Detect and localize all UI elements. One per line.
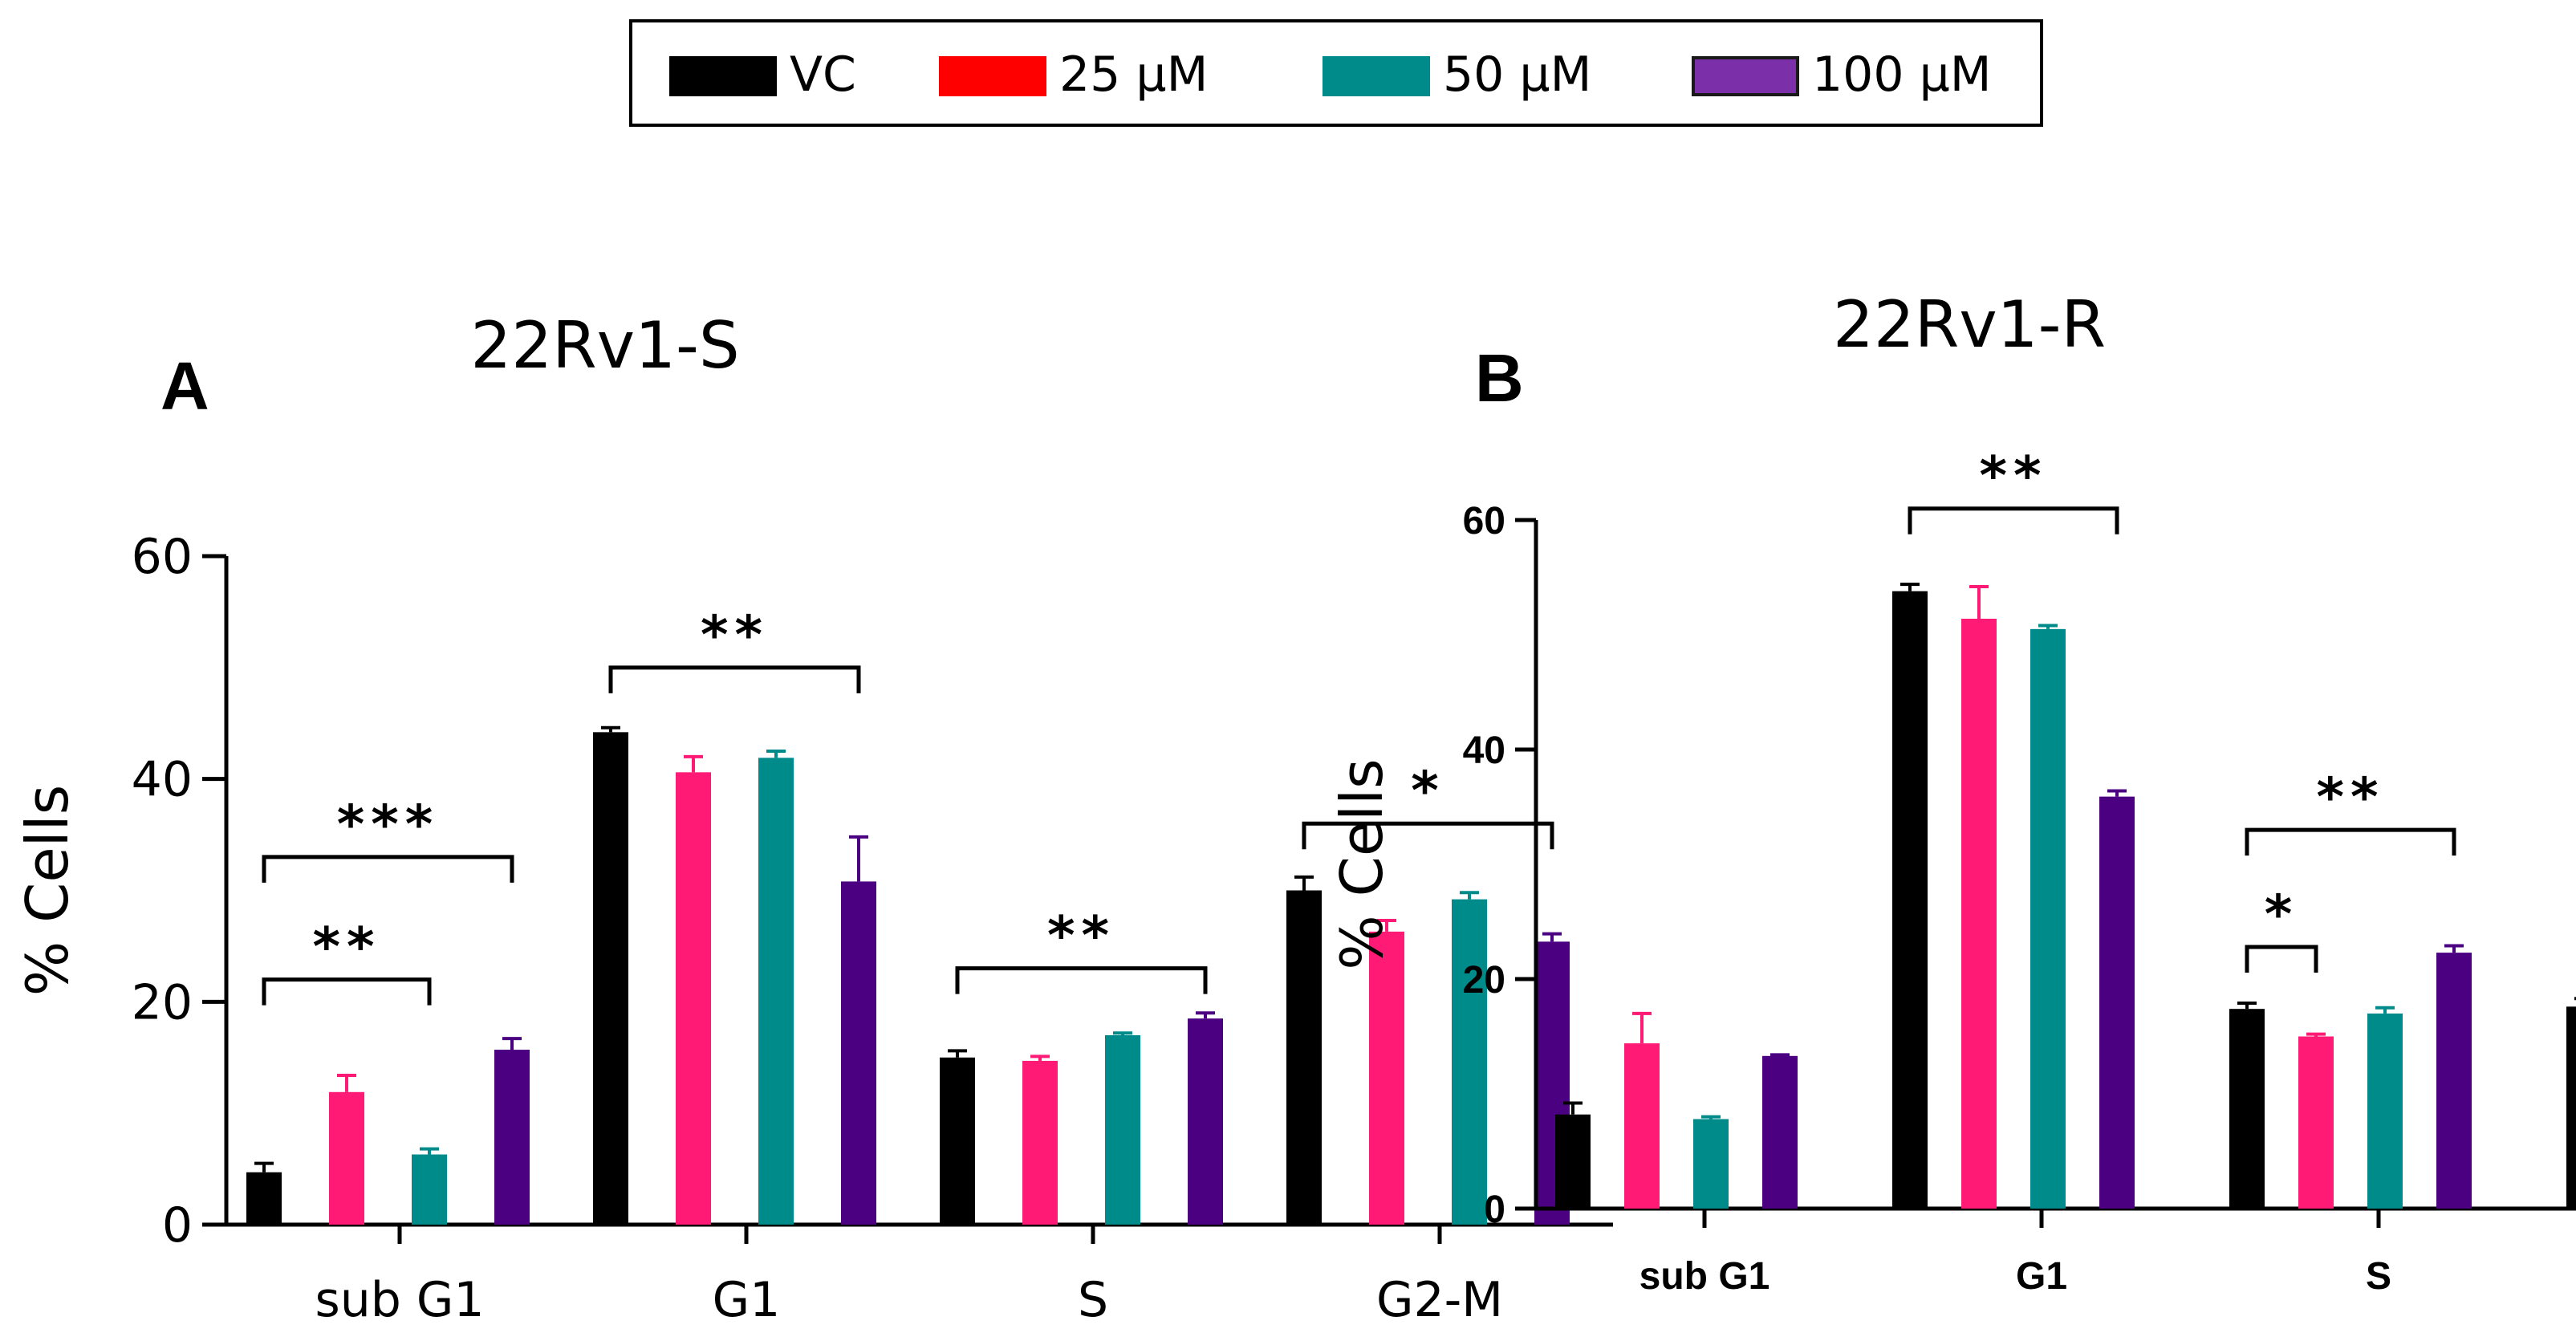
legend-swatch — [669, 56, 777, 96]
bracket-line — [1908, 506, 2119, 534]
bar — [2099, 796, 2135, 1209]
panel-letter: A — [160, 348, 209, 424]
bar — [676, 772, 711, 1225]
bar — [2367, 1013, 2403, 1209]
bracket-line — [262, 977, 432, 1006]
legend-entry: 50 µM — [1323, 47, 1591, 103]
bar — [841, 881, 876, 1225]
y-tick-label: 0 — [162, 1197, 193, 1254]
bar — [758, 758, 794, 1225]
bar — [1624, 1043, 1660, 1209]
y-tick-label: 60 — [132, 529, 193, 585]
significance-label: * — [2265, 884, 2299, 945]
legend: VC 25 µM 50 µM 100 µM — [629, 19, 2043, 127]
bar — [2298, 1036, 2334, 1209]
bar — [246, 1172, 282, 1225]
x-tick-label: S — [2366, 1255, 2391, 1298]
significance-bracket: * — [2245, 884, 2318, 973]
significance-label: ** — [2316, 766, 2384, 828]
bracket-line — [262, 855, 514, 883]
bar — [1022, 1060, 1058, 1225]
x-tick-label: G1 — [2016, 1255, 2067, 1298]
bar — [1452, 899, 1487, 1225]
legend-label: 100 µM — [1812, 47, 1992, 103]
bar — [2436, 953, 2472, 1209]
legend-entry: VC — [669, 47, 856, 103]
legend-swatch — [939, 56, 1046, 96]
y-tick-label: 40 — [1463, 729, 1505, 772]
y-tick-label: 40 — [132, 752, 193, 808]
significance-label: ** — [1979, 445, 2047, 507]
chart-title: 22Rv1-S — [470, 308, 739, 383]
legend-label: 50 µM — [1443, 47, 1591, 103]
significance-bracket: ** — [1908, 445, 2119, 534]
bar — [1961, 618, 1997, 1209]
bar — [1892, 591, 1928, 1209]
significance-bracket: ** — [608, 604, 861, 693]
significance-label: ** — [312, 916, 380, 978]
x-tick-label: G1 — [713, 1272, 781, 1328]
x-tick-label: sub G1 — [315, 1272, 484, 1328]
x-tick-label: S — [1078, 1272, 1108, 1328]
legend-entry: 25 µM — [939, 47, 1208, 103]
bar — [2566, 1006, 2576, 1209]
legend-swatch — [1323, 56, 1430, 96]
y-axis-label: % Cells — [14, 785, 81, 996]
y-tick-label: 20 — [1463, 959, 1505, 1002]
significance-label: ** — [701, 604, 769, 666]
y-tick-label: 20 — [132, 974, 193, 1030]
significance-bracket: *** — [262, 794, 514, 883]
bracket-line — [608, 665, 861, 693]
significance-bracket: ** — [955, 905, 1208, 994]
bar — [593, 732, 628, 1225]
chart-title: 22Rv1-R — [1833, 287, 2106, 362]
bar — [940, 1057, 975, 1225]
x-tick-label: sub G1 — [1639, 1255, 1770, 1298]
bar — [494, 1050, 530, 1225]
bar — [2229, 1009, 2265, 1209]
bracket-line — [1302, 821, 1554, 850]
significance-label: ** — [1047, 905, 1115, 967]
bar — [412, 1154, 447, 1225]
bar — [1188, 1018, 1223, 1225]
panel-letter: B — [1475, 340, 1524, 416]
legend-label: VC — [790, 47, 856, 103]
significance-bracket: ** — [262, 916, 432, 1006]
bar — [1762, 1055, 1798, 1209]
bar — [1105, 1034, 1140, 1225]
bar — [2030, 628, 2066, 1209]
x-tick-label: G2-M — [1376, 1272, 1503, 1328]
y-tick-label: 0 — [1484, 1189, 1505, 1231]
bracket-line — [955, 966, 1208, 994]
legend-label: 25 µM — [1059, 47, 1208, 103]
bar — [329, 1091, 364, 1225]
significance-label: * — [1411, 760, 1445, 822]
bar — [1286, 890, 1322, 1225]
significance-bracket: * — [1302, 760, 1554, 850]
significance-bracket: ** — [2245, 766, 2456, 856]
significance-label: *** — [337, 794, 440, 855]
bar — [1369, 931, 1404, 1225]
y-tick-label: 60 — [1463, 500, 1505, 542]
legend-swatch — [1692, 56, 1799, 96]
bracket-line — [2245, 945, 2318, 973]
legend-entry: 100 µM — [1692, 47, 1992, 103]
y-axis-label: % Cells — [1328, 758, 1396, 969]
bar — [1555, 1114, 1591, 1209]
bracket-line — [2245, 827, 2456, 856]
bar — [1693, 1119, 1729, 1209]
